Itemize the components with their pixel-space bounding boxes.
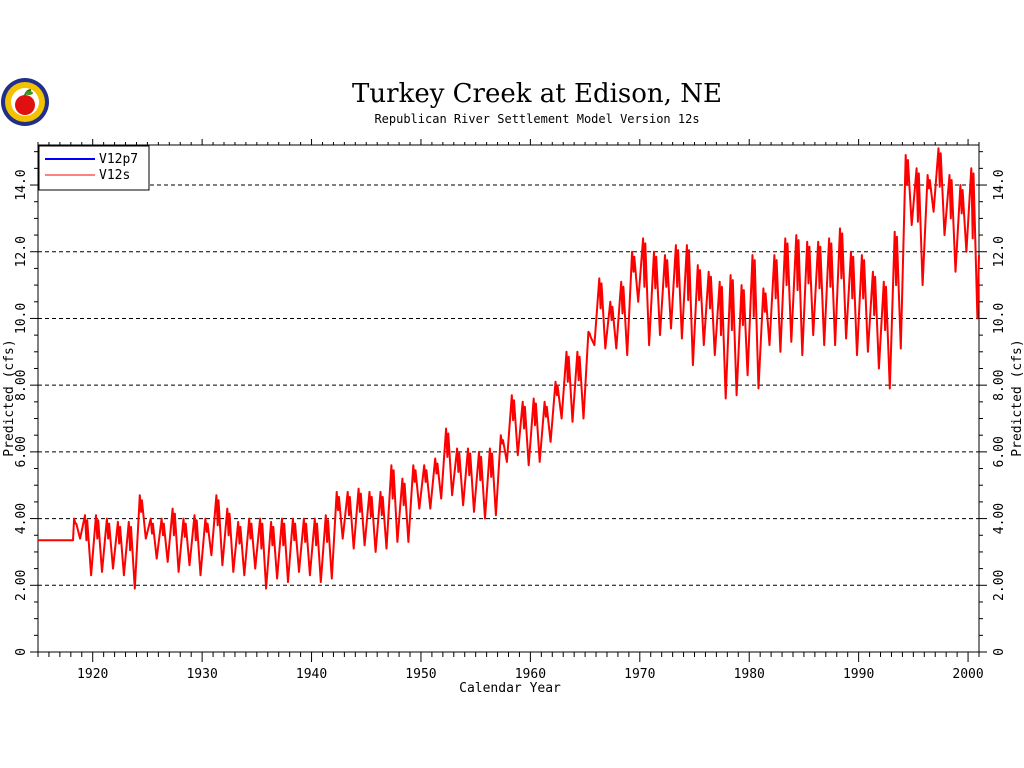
y-tick-label-right: 0 (992, 648, 1007, 656)
apple-seal-logo (1, 78, 49, 126)
x-axis-label: Calendar Year (459, 681, 561, 696)
y-tick-label-right: 4.00 (992, 503, 1007, 534)
legend: V12p7 V12s (38, 145, 150, 191)
series-layer (38, 147, 980, 590)
x-tick-label: 1970 (624, 667, 655, 682)
y-tick-label-left: 10.0 (14, 303, 29, 334)
plot-area (37, 144, 980, 653)
y-axis-ticks: 0 0 2.00 2.00 4.00 4.00 6.00 6.00 8.00 8.00 10.0 10… (14, 151, 1007, 656)
x-tick-label: 1980 (734, 667, 765, 682)
y-axis-label-right: Predicted (cfs) (1010, 339, 1024, 456)
legend-box (38, 145, 150, 191)
y-axis-label-left: Predicted (cfs) (2, 339, 17, 456)
legend-label-v12p7: V12p7 (99, 152, 138, 167)
y-tick-label-left: 14.0 (14, 169, 29, 200)
y-tick-label-left: 6.00 (14, 436, 29, 467)
y-tick-label-left: 12.0 (14, 236, 29, 267)
y-tick-label-right: 8.00 (992, 370, 1007, 401)
grid-lines (38, 184, 979, 586)
x-tick-label: 1960 (515, 667, 546, 682)
x-axis-ticks: 1920 1930 1940 1950 1960 1970 1980 1990 2000 (37, 139, 984, 682)
x-tick-label: 1920 (77, 667, 108, 682)
chart-subtitle: Republican River Settlement Model Versio… (374, 112, 699, 126)
y-tick-label-right: 2.00 (992, 570, 1007, 601)
series-line-v12s (38, 147, 980, 590)
y-tick-label-left: 0 (14, 648, 29, 656)
y-tick-label-left: 2.00 (14, 570, 29, 601)
x-tick-label: 1950 (405, 667, 436, 682)
y-tick-label-left: 4.00 (14, 503, 29, 534)
chart-title: Turkey Creek at Edison, NE (352, 79, 722, 109)
x-tick-label: 1990 (843, 667, 874, 682)
x-tick-label: 1930 (186, 667, 217, 682)
y-tick-label-right: 14.0 (992, 169, 1007, 200)
x-tick-label: 2000 (952, 667, 983, 682)
legend-label-v12s: V12s (99, 168, 130, 183)
y-tick-label-right: 6.00 (992, 436, 1007, 467)
y-tick-label-left: 8.00 (14, 370, 29, 401)
x-tick-label: 1940 (296, 667, 327, 682)
y-tick-label-right: 12.0 (992, 236, 1007, 267)
y-tick-label-right: 10.0 (992, 303, 1007, 334)
